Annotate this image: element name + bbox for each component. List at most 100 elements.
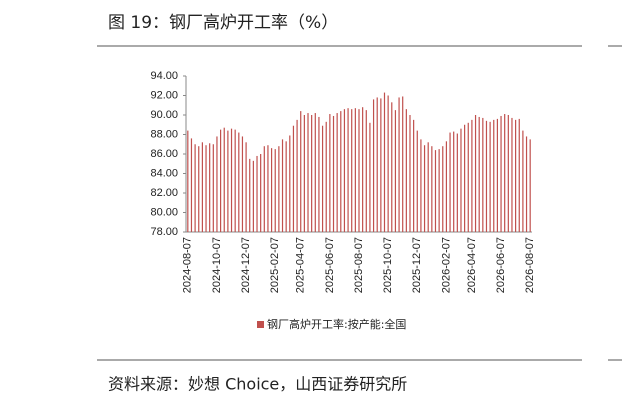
bar [518, 118, 520, 232]
y-tick-label: 88.00 [150, 128, 178, 140]
bar [194, 144, 196, 232]
bar [311, 115, 313, 232]
bar [474, 115, 477, 232]
bar [522, 130, 524, 232]
bar [314, 113, 316, 232]
x-tick-label: 2024-12-07 [240, 237, 252, 293]
bar [318, 116, 320, 232]
bar [434, 150, 437, 232]
bar [245, 142, 247, 232]
bar [274, 149, 276, 232]
bar [289, 135, 291, 232]
bar [223, 127, 225, 232]
bar [241, 136, 244, 232]
bar [332, 115, 335, 232]
x-tick-label: 2026-06-07 [495, 237, 507, 293]
bar [347, 108, 349, 232]
x-tick-label: 2025-06-07 [324, 237, 336, 293]
bar [300, 111, 302, 232]
bar [252, 160, 254, 232]
bar [387, 95, 389, 232]
bar [511, 117, 513, 232]
bar [354, 108, 356, 232]
bar [325, 121, 327, 232]
bar [464, 124, 466, 232]
bar [190, 138, 193, 232]
bar [256, 155, 258, 232]
y-tick-label: 84.00 [150, 167, 178, 179]
bar [431, 146, 433, 232]
bar [362, 107, 364, 232]
bar [343, 109, 346, 232]
bar [281, 139, 284, 232]
y-tick-label: 92.00 [150, 89, 178, 101]
x-tick-label: 2025-02-07 [269, 237, 281, 293]
bar [485, 120, 488, 232]
bar [496, 118, 498, 232]
bar [402, 96, 404, 232]
y-tick-label: 94.00 [150, 70, 178, 82]
bar [500, 115, 502, 232]
bar [383, 92, 386, 232]
bar [329, 114, 331, 232]
y-tick-label: 80.00 [150, 206, 178, 218]
bar [525, 136, 528, 232]
bar [267, 145, 269, 232]
bar [493, 119, 495, 232]
bar [507, 115, 509, 232]
bar [445, 141, 448, 232]
x-tick-label: 2025-10-07 [382, 237, 394, 293]
x-tick-label: 2025-12-07 [411, 237, 423, 293]
bar [478, 116, 480, 232]
bar [504, 114, 506, 232]
bar [409, 115, 411, 232]
bar [220, 129, 222, 232]
bar [420, 139, 422, 232]
bar [358, 109, 360, 232]
bar [416, 130, 418, 232]
bar [365, 110, 367, 232]
bar [369, 122, 371, 232]
x-tick-label: 2024-10-07 [211, 237, 223, 293]
legend-swatch [257, 321, 264, 328]
bar [391, 102, 393, 232]
bar [205, 145, 207, 232]
bar [216, 136, 218, 232]
bar [260, 154, 262, 232]
bar [263, 146, 265, 232]
x-tick-label: 2024-08-07 [182, 237, 194, 293]
bar [471, 119, 473, 232]
bar [230, 128, 233, 232]
chart: 78.00 80.00 82.00 84.00 86.00 88.00 90.00 92.00… [150, 70, 536, 331]
bar [227, 130, 229, 232]
legend-label: 钢厂高炉开工率:按产能:全国 [267, 317, 406, 331]
bar [212, 144, 214, 232]
bar [249, 158, 251, 232]
bar [398, 97, 400, 232]
y-tick-label: 86.00 [150, 148, 178, 160]
y-tick-label: 90.00 [150, 109, 178, 121]
bar [372, 99, 375, 233]
bar [340, 111, 342, 232]
bar [296, 119, 298, 232]
bar [198, 146, 200, 232]
bar [234, 129, 236, 232]
bar [380, 98, 382, 232]
bar [456, 133, 458, 232]
bar [442, 146, 444, 232]
y-tick-label: 82.00 [150, 187, 178, 199]
bar [449, 132, 451, 232]
bar [438, 149, 440, 232]
bar [321, 125, 324, 232]
bar [482, 117, 484, 232]
bar [278, 146, 280, 232]
x-tick-label: 2026-04-07 [466, 237, 478, 293]
bar [209, 143, 211, 232]
bar [285, 141, 287, 232]
bar [453, 131, 455, 232]
bar [351, 109, 353, 232]
bar [187, 130, 189, 232]
x-tick-label: 2026-02-07 [440, 237, 452, 293]
x-tick-label: 2026-08-07 [524, 237, 536, 293]
